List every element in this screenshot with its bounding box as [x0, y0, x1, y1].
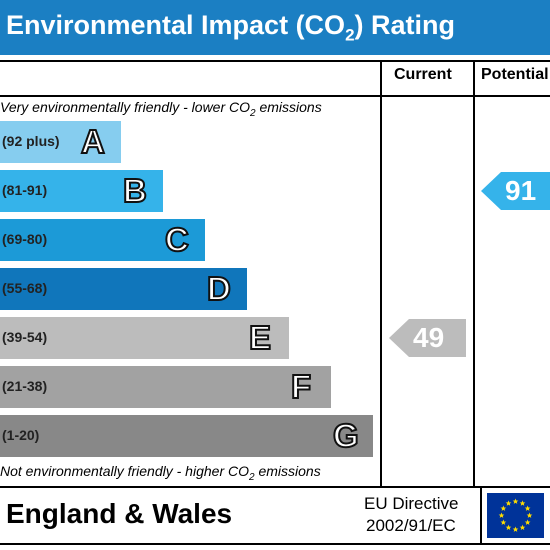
chart-title: Environmental Impact (CO2) Rating [6, 10, 456, 45]
region-label: England & Wales [6, 498, 233, 529]
eu-star-icon [524, 519, 531, 525]
eu-star-icon [519, 500, 526, 506]
eu-star-icon [512, 498, 519, 504]
potential-rating-arrow-value: 91 [505, 175, 537, 206]
band-range-label: (1-20) [2, 427, 40, 443]
rating-band-f: (21-38) F [0, 366, 331, 408]
rating-band-d: (55-68) D [0, 268, 247, 310]
rating-band-a: (92 plus) A [0, 121, 121, 163]
potential-rating-arrow: 91 [481, 172, 550, 210]
top-note: Very environmentally friendly - lower CO… [0, 99, 322, 119]
band-range-label: (81-91) [2, 182, 48, 198]
eu-star-icon [519, 524, 526, 531]
current-column-divider [380, 60, 382, 487]
band-range-label: (21-38) [2, 378, 48, 394]
eu-directive-number: 2002/91/EC [366, 516, 456, 535]
footer-bottom-line [0, 543, 550, 545]
band-letter: E [248, 318, 272, 357]
band-letter: G [332, 416, 360, 455]
eu-star-icon [505, 524, 512, 531]
band-letter: A [80, 122, 106, 161]
eu-star-icon [524, 505, 531, 511]
potential-column-divider [473, 60, 475, 487]
eu-star-icon [498, 512, 505, 518]
rating-band-b: (81-91) B [0, 170, 163, 212]
band-letter: C [164, 220, 190, 259]
frame-bottom-line [0, 486, 550, 488]
current-rating-arrow-value: 49 [413, 322, 445, 353]
rating-band-c: (69-80) C [0, 219, 205, 261]
header-row-line [0, 95, 550, 97]
eu-star-icon [505, 500, 512, 506]
band-letter: F [290, 367, 312, 406]
eu-star-icon [500, 505, 507, 511]
band-letter: D [206, 269, 232, 308]
band-range-label: (92 plus) [2, 133, 60, 149]
eu-star-icon [526, 512, 533, 518]
current-column-header: Current [394, 66, 452, 83]
band-letter: B [122, 171, 148, 210]
flag-divider [480, 486, 482, 544]
rating-band-e: (39-54) E [0, 317, 289, 359]
eu-star-icon [500, 519, 507, 525]
frame-top-line [0, 60, 550, 62]
potential-column-header: Potential [481, 66, 549, 83]
header-bar [0, 0, 550, 55]
current-rating-arrow: 49 [389, 319, 466, 357]
eu-directive-label: EU Directive [364, 494, 459, 513]
band-range-label: (69-80) [2, 231, 48, 247]
band-range-label: (55-68) [2, 280, 48, 296]
rating-band-g: (1-20) G [0, 415, 373, 457]
band-range-label: (39-54) [2, 329, 48, 345]
eu-star-icon [512, 526, 519, 532]
bottom-note: Not environmentally friendly - higher CO… [0, 463, 321, 483]
eu-flag-icon [487, 493, 544, 538]
